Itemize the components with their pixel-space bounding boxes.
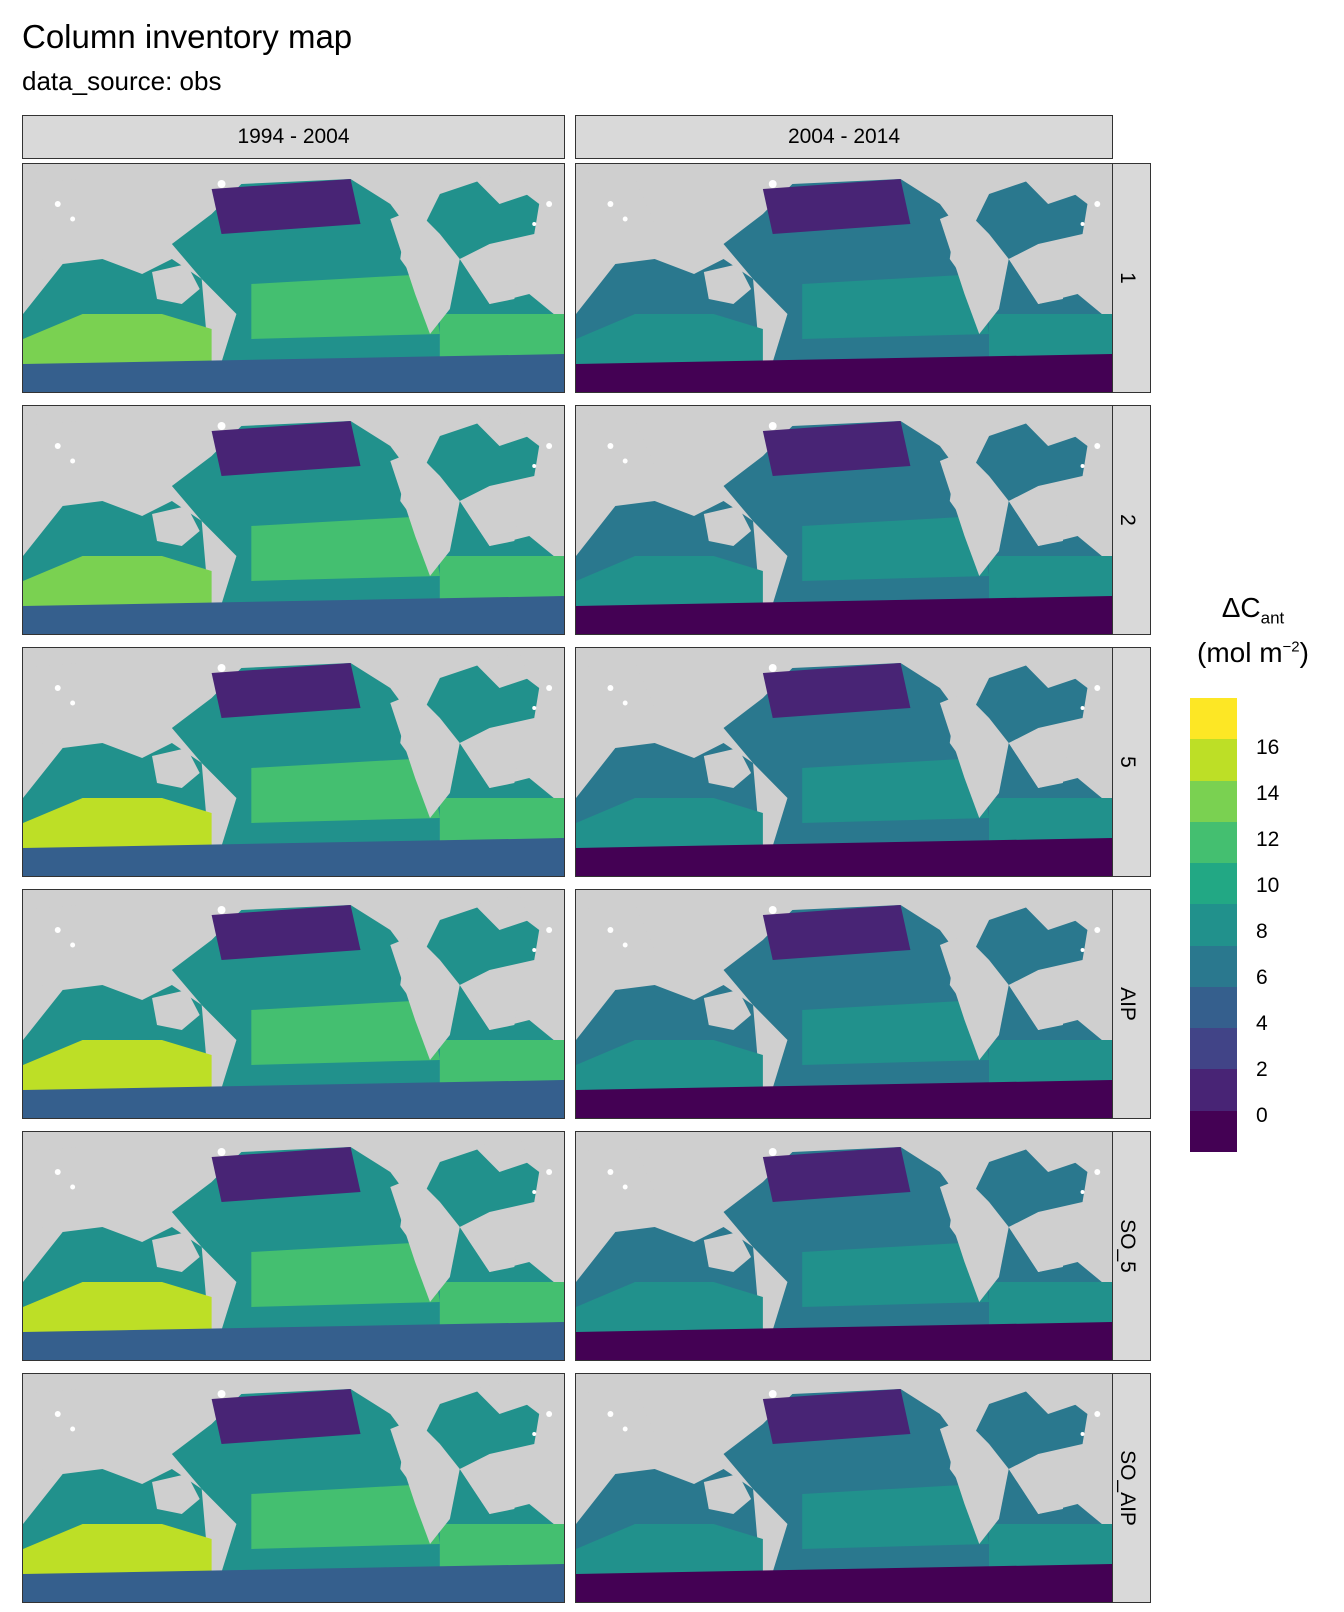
- column-strip-2004-2014: 2004 - 2014: [575, 115, 1113, 159]
- row-label: SO_AIP: [1116, 1450, 1139, 1526]
- legend-unit-pre: (mol m: [1197, 636, 1283, 668]
- chart-title: Column inventory map: [22, 18, 353, 55]
- legend-title: ΔCant (mol m−2): [1168, 592, 1338, 669]
- legend-tick-2: 2: [1256, 1058, 1268, 1081]
- legend-unit-post: ): [1299, 636, 1309, 668]
- column-label: 1994 - 2004: [237, 125, 350, 148]
- row-label: AIP: [1115, 987, 1139, 1021]
- map-panel-1994-2004-SO_AIP: [22, 1373, 565, 1603]
- map-panel-1994-2004-SO_5: [22, 1131, 565, 1361]
- legend-color-step: [1190, 739, 1237, 782]
- legend-colorbar: [1190, 698, 1237, 1153]
- legend-tick-14: 14: [1256, 782, 1280, 805]
- map-panel-2004-2014-SO_5: [575, 1131, 1113, 1361]
- legend-color-step: [1190, 1110, 1237, 1153]
- map-panel-1994-2004-AIP: [22, 889, 565, 1119]
- legend-color-step: [1190, 986, 1237, 1029]
- map-panel-2004-2014-2: [575, 405, 1113, 635]
- row-label: 5: [1116, 756, 1139, 768]
- map-panel-2004-2014-SO_AIP: [575, 1373, 1113, 1603]
- map-panel-1994-2004-1: [22, 163, 565, 393]
- map-panel-1994-2004-5: [22, 647, 565, 877]
- legend-unit-sup: −2: [1282, 638, 1300, 656]
- legend-tick-8: 8: [1256, 920, 1268, 943]
- legend-color-step: [1190, 863, 1237, 905]
- chart-subtitle: data_source: obs: [22, 66, 222, 96]
- row-label: SO_5: [1116, 1219, 1140, 1273]
- legend-color-step: [1190, 698, 1237, 740]
- legend-color-step: [1190, 780, 1237, 823]
- map-panel-2004-2014-5: [575, 647, 1113, 877]
- row-label: 2: [1116, 514, 1139, 526]
- legend-color-step: [1190, 821, 1237, 864]
- legend-tick-10: 10: [1256, 874, 1280, 897]
- column-label: 2004 - 2014: [787, 125, 901, 148]
- legend-tick-4: 4: [1256, 1012, 1268, 1035]
- map-panel-2004-2014-1: [575, 163, 1113, 393]
- legend-color-step: [1190, 904, 1237, 947]
- legend-tick-6: 6: [1256, 966, 1268, 989]
- legend-tick-16: 16: [1256, 736, 1280, 759]
- legend-color-step: [1190, 1028, 1237, 1070]
- legend-tick-12: 12: [1256, 828, 1280, 851]
- row-label: 1: [1116, 272, 1139, 284]
- map-panel-2004-2014-AIP: [575, 889, 1113, 1119]
- legend-color-step: [1190, 1069, 1237, 1112]
- legend-title-main: ΔC: [1221, 592, 1261, 623]
- column-strip-1994-2004: 1994 - 2004: [22, 115, 565, 159]
- map-panel-1994-2004-2: [22, 405, 565, 635]
- legend-tick-0: 0: [1256, 1104, 1268, 1127]
- legend-title-sub: ant: [1260, 608, 1285, 628]
- legend-color-step: [1190, 945, 1237, 988]
